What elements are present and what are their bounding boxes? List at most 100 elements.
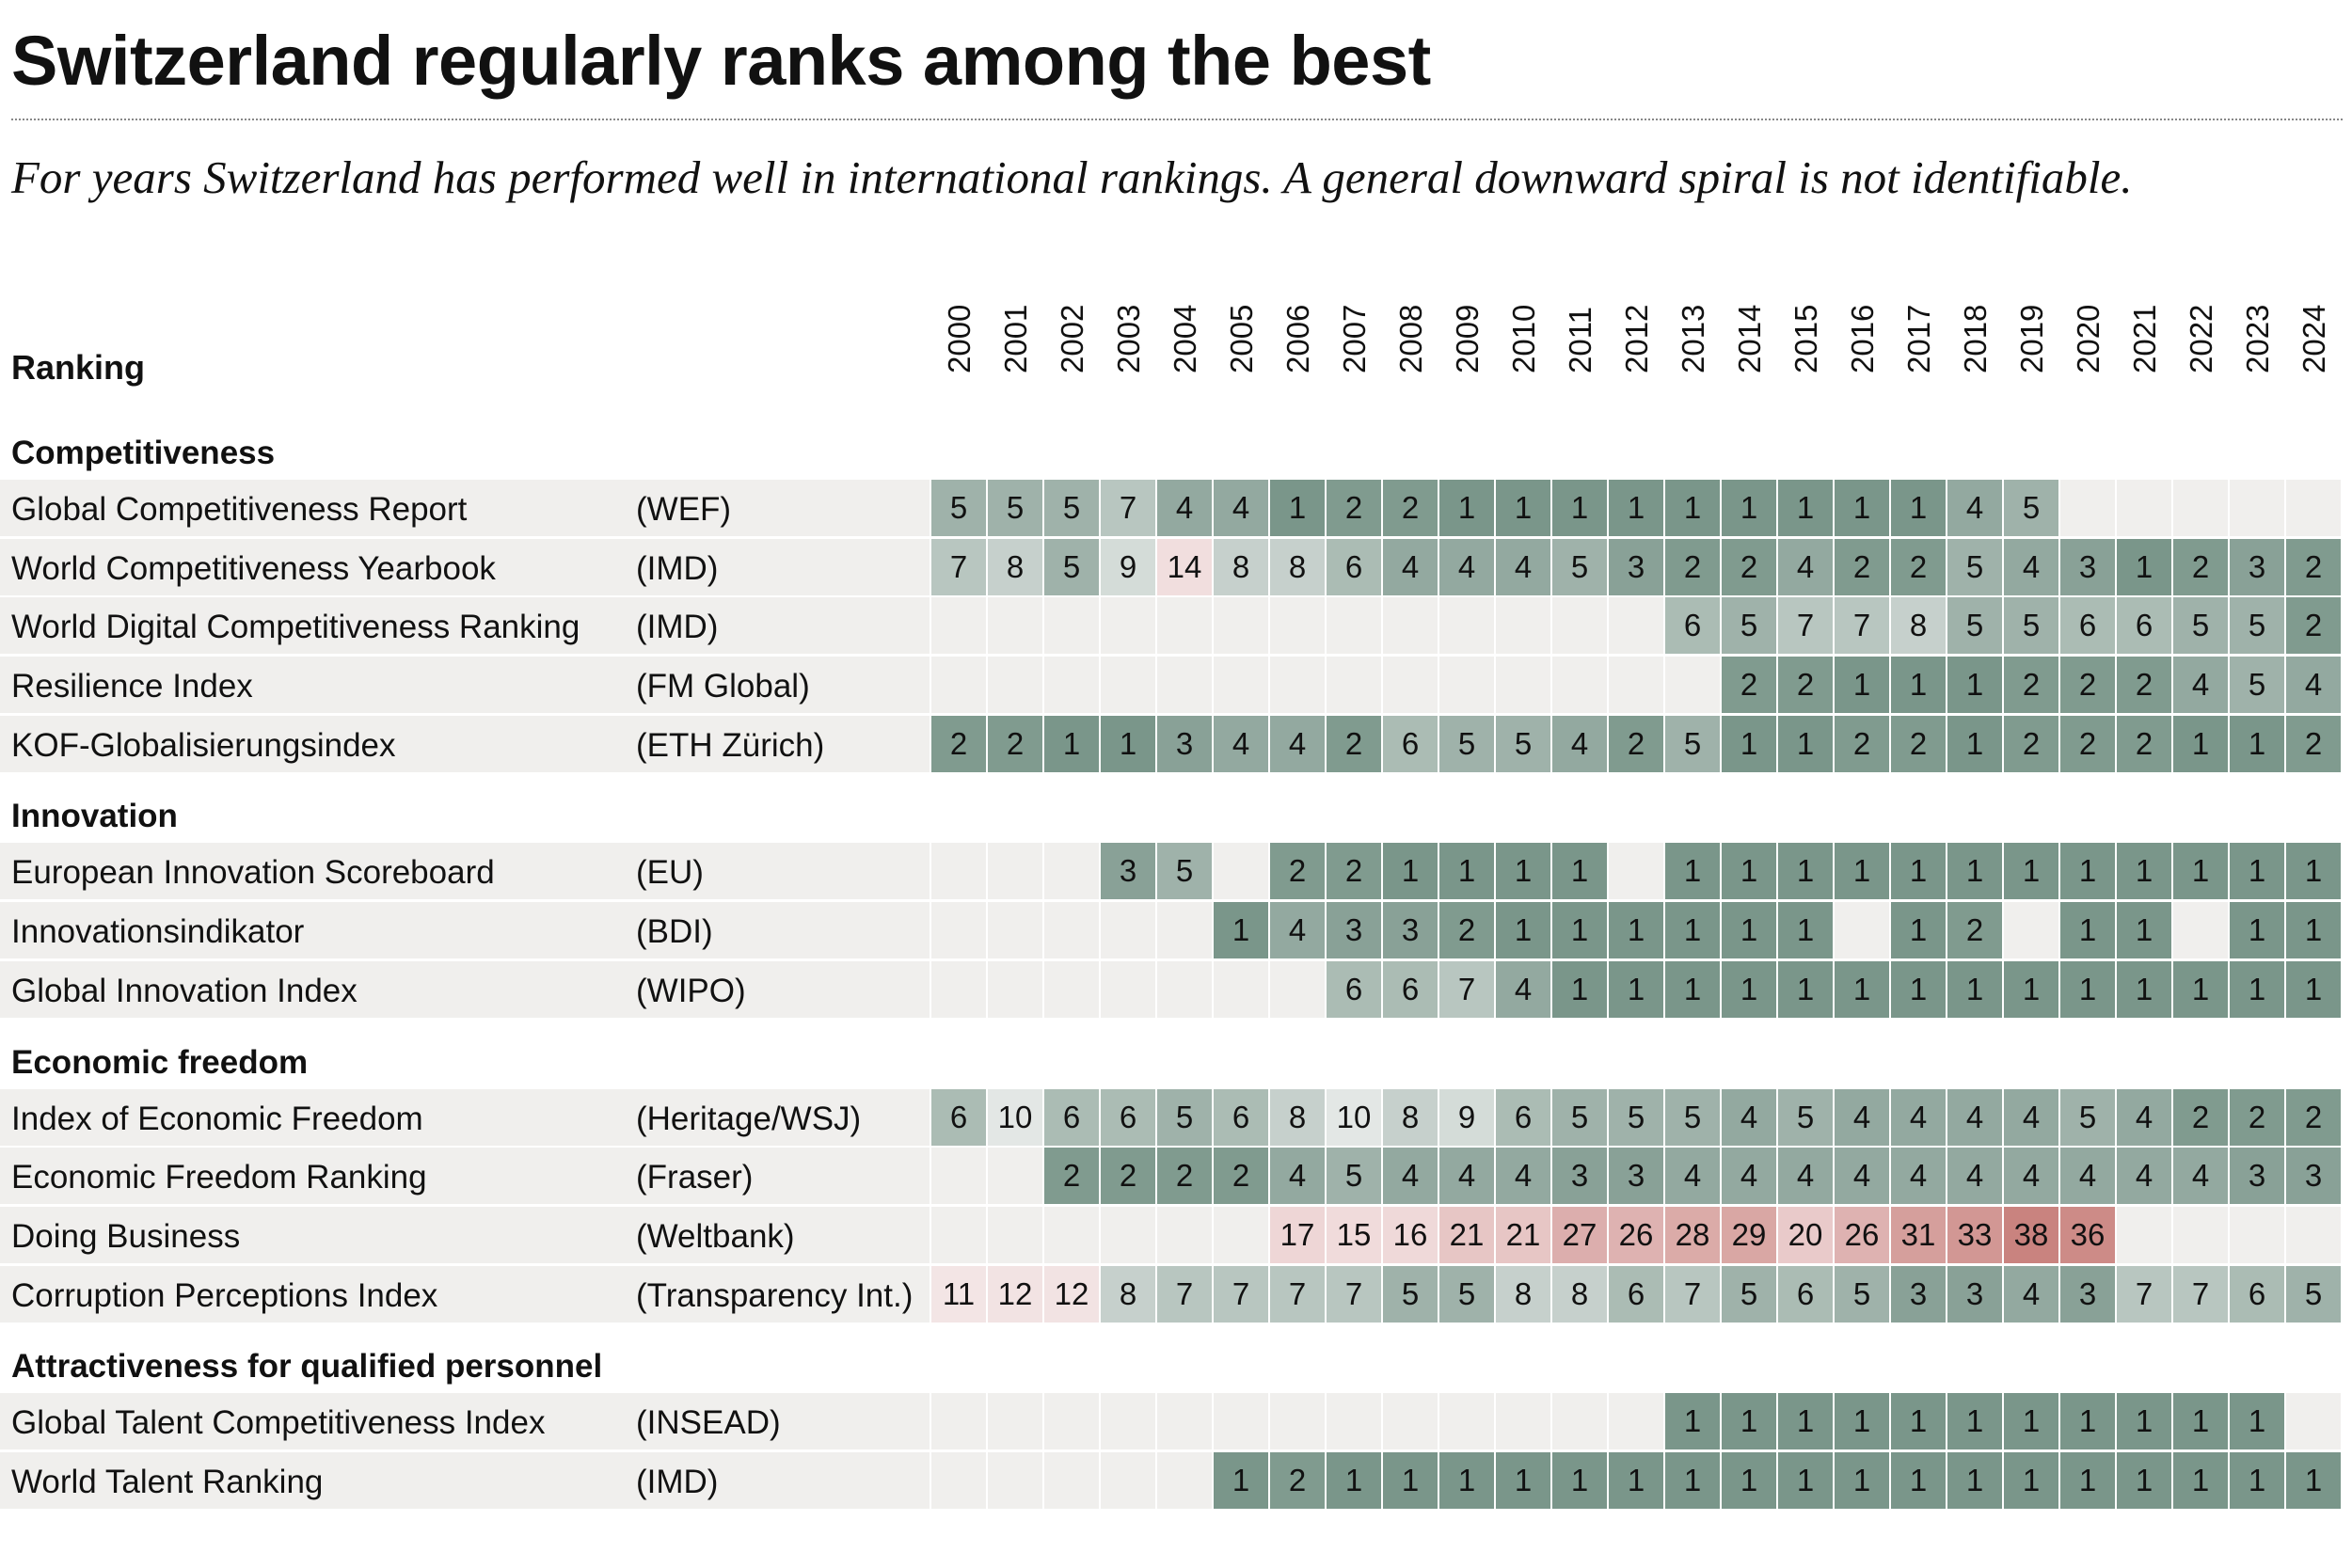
ranking-source: (BDI) — [636, 913, 713, 951]
rank-cell: 1 — [1609, 480, 1663, 536]
empty-cell — [1157, 902, 1212, 959]
empty-cell — [1270, 597, 1325, 655]
empty-cell — [1552, 597, 1607, 655]
rank-cell: 4 — [1383, 1148, 1438, 1205]
ranking-source: (EU) — [636, 854, 704, 892]
rank-cell: 1 — [2004, 1393, 2058, 1450]
rank-cell: 1 — [1552, 902, 1607, 959]
ranking-source: (INSEAD) — [636, 1404, 781, 1442]
rank-cell: 6 — [1101, 1088, 1155, 1146]
empty-cell — [1044, 1393, 1099, 1450]
rank-cell: 2 — [1327, 715, 1381, 772]
ranking-name: Index of Economic Freedom — [11, 1100, 423, 1137]
rank-cell: 5 — [1609, 1088, 1663, 1146]
rank-cell: 4 — [2060, 1148, 2115, 1205]
rank-cell: 2 — [988, 715, 1042, 772]
year-label: 2021 — [2117, 305, 2173, 409]
year-label: 2001 — [988, 305, 1044, 409]
rank-cell: 1 — [2173, 843, 2228, 900]
rank-cell: 8 — [988, 538, 1042, 595]
year-label-text: 2021 — [2127, 304, 2162, 373]
empty-cell — [1157, 597, 1212, 655]
row-label-background — [0, 597, 930, 655]
rank-cell: 1 — [1722, 843, 1776, 900]
row-label-background — [0, 538, 930, 595]
empty-cell — [1101, 960, 1155, 1018]
ranking-name: Resilience Index — [11, 668, 253, 705]
empty-cell — [1270, 1393, 1325, 1450]
rank-cell: 6 — [1044, 1088, 1099, 1146]
rank-cell: 2 — [1722, 538, 1776, 595]
year-label-text: 2000 — [942, 304, 977, 373]
rank-cell: 5 — [2004, 480, 2058, 536]
rank-cell: 1 — [1439, 843, 1494, 900]
rank-cell: 4 — [1891, 1088, 1946, 1146]
rank-cell: 29 — [1722, 1206, 1776, 1263]
table-row: Global Talent Competitiveness Index (INSE… — [0, 1393, 2343, 1452]
rank-cell: 4 — [2004, 538, 2058, 595]
year-label: 2017 — [1891, 305, 1947, 409]
rank-cell: 3 — [1101, 843, 1155, 900]
empty-cell — [1439, 597, 1494, 655]
year-label: 2022 — [2173, 305, 2230, 409]
empty-cell — [2286, 480, 2341, 536]
rank-cell: 1 — [2004, 1451, 2058, 1509]
rank-cell: 1 — [1270, 480, 1325, 536]
rank-cell: 1 — [2173, 715, 2228, 772]
rank-cell: 5 — [1665, 1088, 1720, 1146]
rank-cell: 5 — [1665, 715, 1720, 772]
rank-cell: 1 — [2117, 902, 2171, 959]
year-label-text: 2003 — [1111, 304, 1146, 373]
rank-cell: 4 — [1270, 902, 1325, 959]
year-label: 2011 — [1552, 307, 1609, 409]
rank-cell: 4 — [1383, 538, 1438, 595]
rank-cell: 4 — [1552, 715, 1607, 772]
ranking-source: (ETH Zürich) — [636, 726, 825, 764]
empty-cell — [988, 1148, 1042, 1205]
rank-cell: 7 — [1835, 597, 1889, 655]
rank-cell: 1 — [1778, 960, 1833, 1018]
empty-cell — [1157, 960, 1212, 1018]
rank-cell: 5 — [2173, 597, 2228, 655]
rank-cell: 15 — [1327, 1206, 1381, 1263]
rank-cell: 2 — [2286, 715, 2341, 772]
rank-cell: 4 — [1439, 538, 1494, 595]
rank-cell: 1 — [2004, 960, 2058, 1018]
rank-cell: 1 — [1891, 1393, 1946, 1450]
section-header: Attractiveness for qualified personnel — [0, 1324, 2343, 1393]
rank-cell: 1 — [1609, 902, 1663, 959]
year-label: 2023 — [2230, 305, 2286, 409]
table-row: World Competitiveness Yearbook (IMD) 7 8 5 9 1… — [0, 538, 2343, 598]
rank-cell: 1 — [1835, 480, 1889, 536]
rank-cell: 1 — [1496, 843, 1550, 900]
empty-cell — [931, 1393, 986, 1450]
empty-cell — [1609, 657, 1663, 714]
section-title: Economic freedom — [11, 1043, 309, 1081]
rank-cell: 1 — [1383, 843, 1438, 900]
rank-cell: 1 — [2286, 902, 2341, 959]
table-row: Index of Economic Freedom (Heritage/WSJ) 6… — [0, 1088, 2343, 1148]
empty-cell — [1270, 960, 1325, 1018]
row-label-background — [0, 960, 930, 1018]
rank-cell: 2 — [2173, 1088, 2228, 1146]
rank-cell: 1 — [2230, 960, 2284, 1018]
table-row: Economic Freedom Ranking (Fraser) 2 2 2 2 4 5 4 4… — [0, 1148, 2343, 1207]
ranking-name: Corruption Perceptions Index — [11, 1276, 438, 1314]
year-label: 2016 — [1835, 305, 1891, 409]
year-label-text: 2006 — [1280, 304, 1315, 373]
rank-cell: 1 — [1947, 1451, 2002, 1509]
table-row: Resilience Index (FM Global) 2 2 1 1 1 2 2 2 4 5 4 — [0, 657, 2343, 716]
rank-cell: 4 — [1947, 1088, 2002, 1146]
rank-cell: 7 — [1101, 480, 1155, 536]
rank-cell: 1 — [1496, 1451, 1550, 1509]
empty-cell — [1609, 597, 1663, 655]
rank-cell: 1 — [1722, 1451, 1776, 1509]
rank-cell: 7 — [1439, 960, 1494, 1018]
rank-cell: 4 — [1778, 538, 1833, 595]
ranking-name: Doing Business — [11, 1217, 241, 1255]
ranking-name: Economic Freedom Ranking — [11, 1159, 427, 1196]
empty-cell — [931, 1206, 986, 1263]
year-label: 2012 — [1609, 305, 1665, 409]
ranking-name: World Competitiveness Yearbook — [11, 549, 496, 587]
section-title: Attractiveness for qualified personnel — [11, 1348, 603, 1386]
